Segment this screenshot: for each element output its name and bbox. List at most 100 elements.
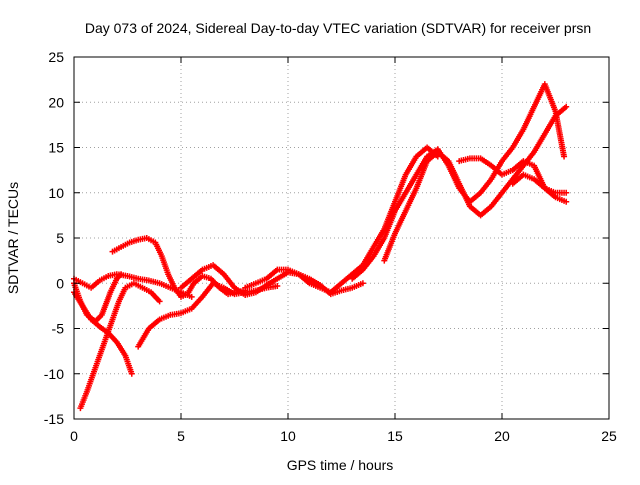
trace-markers — [106, 331, 119, 344]
trace-markers — [457, 182, 473, 208]
trace-markers — [489, 163, 504, 177]
trace-markers — [350, 267, 365, 281]
trace-markers — [425, 150, 440, 163]
trace-markers — [179, 277, 194, 290]
data-layer — [71, 81, 570, 412]
trace-markers — [147, 317, 162, 331]
trace-markers — [98, 274, 110, 283]
trace-markers — [414, 145, 429, 159]
trace-markers — [403, 173, 419, 194]
trace-markers — [532, 132, 547, 154]
grid-layer — [74, 57, 609, 419]
trace-markers — [72, 290, 85, 308]
trace-markers — [201, 273, 212, 282]
x-tick-label: 20 — [494, 428, 510, 444]
trace-markers — [500, 146, 515, 163]
y-tick-label: -5 — [52, 321, 65, 337]
trace-markers — [500, 177, 515, 195]
trace-markers — [89, 317, 101, 329]
trace-markers — [468, 191, 483, 204]
trace-markers — [350, 263, 365, 276]
trace-markers — [329, 281, 343, 295]
series-10 — [381, 103, 570, 264]
series-11 — [456, 155, 570, 205]
trace-markers — [78, 390, 90, 410]
trace-markers — [180, 292, 189, 299]
data-point — [563, 189, 570, 196]
trace-markers — [149, 290, 162, 303]
trace-markers — [532, 177, 547, 190]
y-tick-label: -15 — [44, 411, 64, 427]
trace-markers — [510, 128, 526, 149]
trace-markers — [265, 267, 279, 281]
trace-markers — [521, 105, 537, 131]
trace-markers — [136, 327, 151, 348]
x-axis-title: GPS time / hours — [287, 457, 394, 473]
y-tick-label: 5 — [56, 230, 64, 246]
trace-markers — [114, 340, 128, 357]
trace-markers — [73, 276, 84, 286]
trace-markers — [200, 281, 215, 299]
x-tick-label: 25 — [601, 428, 617, 444]
series-4 — [77, 280, 163, 412]
trace-markers — [222, 272, 237, 290]
trace-markers — [489, 191, 504, 208]
trace-markers — [371, 227, 387, 249]
trace-markers — [554, 105, 568, 118]
trace-markers — [479, 156, 493, 168]
trace-markers — [371, 236, 387, 258]
trace-markers — [468, 204, 483, 218]
trace-markers — [190, 267, 204, 281]
trace-markers — [166, 273, 177, 289]
data-point — [188, 293, 195, 300]
trace-markers — [308, 281, 321, 290]
trace-markers — [108, 277, 119, 294]
x-tick-label: 10 — [280, 428, 296, 444]
trace-markers — [137, 235, 148, 243]
trace-markers — [478, 177, 493, 195]
y-tick-label: -10 — [44, 366, 64, 382]
trace-markers — [319, 285, 332, 295]
trace-markers — [94, 313, 104, 323]
trace-markers — [446, 164, 462, 190]
trace-markers — [501, 168, 514, 177]
series-2 — [71, 289, 135, 377]
y-axis-title: SDTVAR / TECUs — [5, 182, 21, 294]
trace-markers — [133, 281, 144, 290]
trace-markers — [446, 159, 462, 185]
trace-markers — [185, 282, 196, 296]
data-point — [128, 370, 135, 377]
trace-markers — [128, 237, 140, 245]
trace-markers — [436, 150, 450, 163]
data-point — [156, 298, 163, 305]
trace-markers — [392, 173, 408, 203]
trace-markers — [522, 158, 535, 168]
trace-markers — [522, 172, 535, 182]
trace-markers — [531, 83, 547, 108]
trace-markers — [382, 209, 398, 240]
trace-markers — [211, 263, 226, 276]
trace-markers — [542, 114, 558, 136]
trace-markers — [141, 285, 152, 295]
data-point — [561, 153, 568, 160]
trace-markers — [265, 276, 279, 288]
trace-markers — [542, 83, 558, 113]
trace-markers — [340, 285, 354, 293]
y-tick-label: 0 — [56, 275, 64, 291]
trace-markers — [543, 186, 557, 195]
x-tick-label: 15 — [387, 428, 403, 444]
trace-markers — [297, 272, 311, 285]
trace-markers — [99, 291, 113, 317]
trace-markers — [382, 200, 398, 231]
y-tick-label: 20 — [48, 94, 64, 110]
series-8 — [242, 144, 441, 296]
y-tick-label: 10 — [48, 185, 64, 201]
trace-markers — [137, 276, 150, 284]
trace-markers — [255, 276, 268, 286]
trace-markers — [212, 281, 225, 290]
trace-markers — [158, 312, 172, 322]
trace-markers — [153, 241, 164, 258]
trace-markers — [382, 232, 398, 262]
data-point — [563, 103, 570, 110]
